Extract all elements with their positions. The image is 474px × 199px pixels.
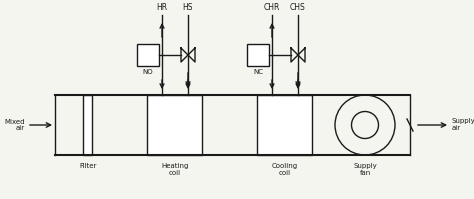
Text: HR: HR [156, 3, 168, 12]
Bar [137, 44, 159, 66]
Text: Mixed
air: Mixed air [4, 118, 25, 132]
Text: NC: NC [253, 69, 263, 75]
Text: CHS: CHS [290, 3, 306, 12]
Text: Cooling
coil: Cooling coil [272, 163, 298, 176]
Text: Heating
coil: Heating coil [161, 163, 189, 176]
Text: CHR: CHR [264, 3, 280, 12]
Bar [247, 44, 269, 66]
Bar [83, 95, 92, 155]
Text: Filter: Filter [79, 163, 97, 169]
Bar [147, 95, 202, 155]
Text: Supply
fan: Supply fan [353, 163, 377, 176]
Text: HS: HS [183, 3, 193, 12]
Text: NO: NO [143, 69, 153, 75]
Bar [257, 95, 312, 155]
Text: Supply
air: Supply air [452, 118, 474, 132]
